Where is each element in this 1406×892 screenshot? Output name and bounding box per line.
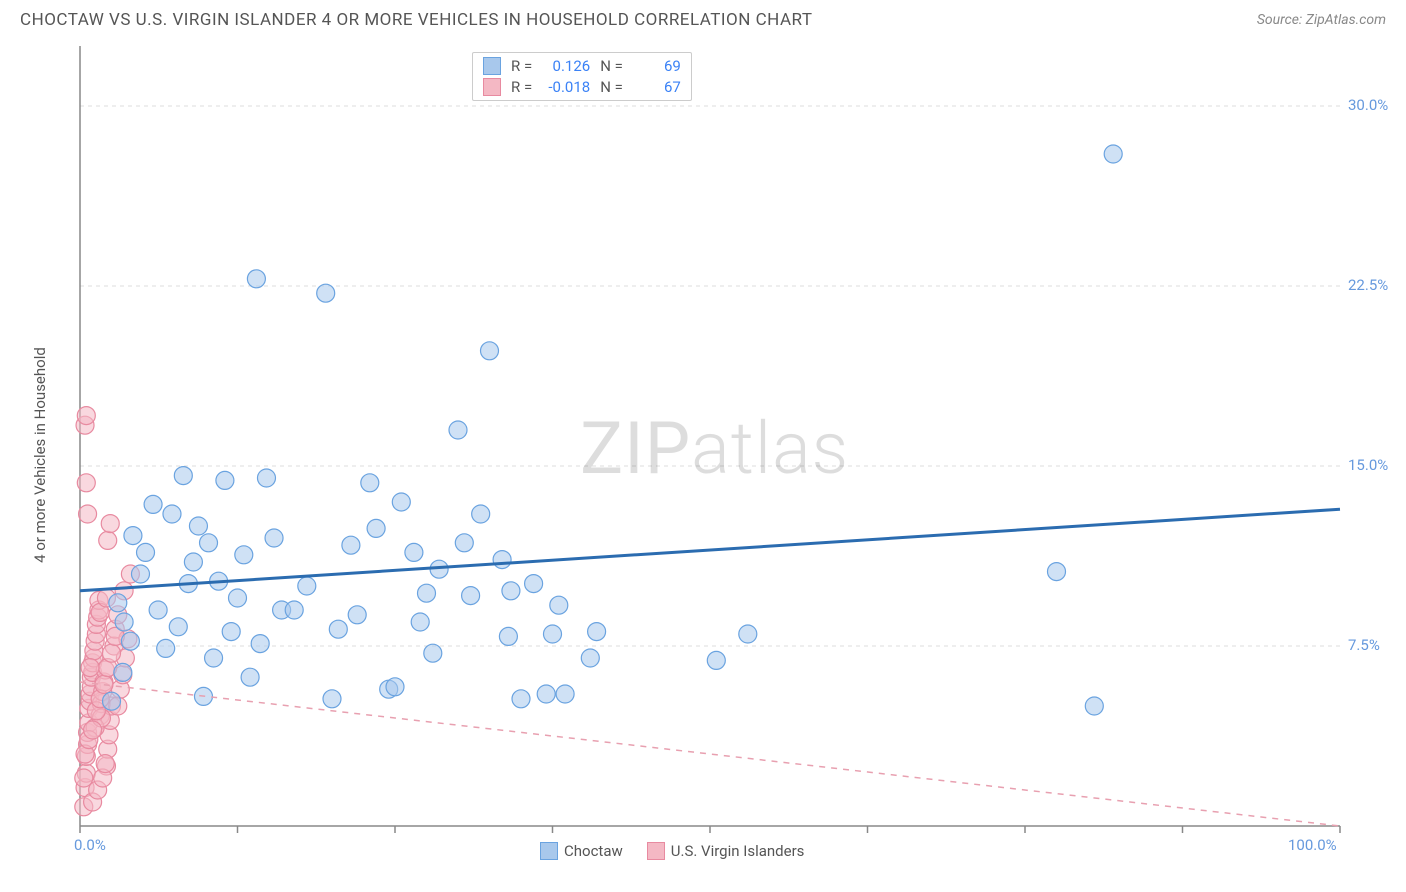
r-value-b: -0.018 bbox=[542, 78, 590, 96]
chart-area: 4 or more Vehicles in Household ZIPatlas… bbox=[20, 36, 1386, 866]
x-tick-label: 100.0% bbox=[1288, 836, 1337, 854]
swatch-usvi-icon bbox=[647, 842, 665, 860]
legend-item-choctaw: Choctaw bbox=[540, 842, 623, 860]
swatch-choctaw-icon bbox=[540, 842, 558, 860]
x-tick-label: 0.0% bbox=[74, 836, 106, 854]
chart-title: CHOCTAW VS U.S. VIRGIN ISLANDER 4 OR MOR… bbox=[20, 10, 812, 30]
n-label-b: N = bbox=[600, 78, 623, 96]
y-tick-label: 22.5% bbox=[1348, 276, 1388, 294]
swatch-usvi bbox=[483, 78, 501, 96]
r-value-a: 0.126 bbox=[542, 57, 590, 75]
y-tick-label: 7.5% bbox=[1348, 636, 1380, 654]
chart-header: CHOCTAW VS U.S. VIRGIN ISLANDER 4 OR MOR… bbox=[0, 0, 1406, 36]
chart-source: Source: ZipAtlas.com bbox=[1257, 12, 1386, 28]
legend-label-choctaw: Choctaw bbox=[564, 842, 623, 860]
n-value-b: 67 bbox=[633, 78, 681, 96]
y-axis-label: 4 or more Vehicles in Household bbox=[31, 325, 49, 585]
y-tick-label: 30.0% bbox=[1348, 96, 1388, 114]
scatter-chart bbox=[20, 36, 1386, 866]
y-tick-label: 15.0% bbox=[1348, 456, 1388, 474]
swatch-choctaw bbox=[483, 57, 501, 75]
r-label-b: R = bbox=[511, 78, 532, 96]
legend-label-usvi: U.S. Virgin Islanders bbox=[671, 842, 805, 860]
legend-row-b: R = -0.018 N = 67 bbox=[483, 78, 681, 96]
r-label-a: R = bbox=[511, 57, 532, 75]
correlation-legend: R = 0.126 N = 69 R = -0.018 N = 67 bbox=[472, 52, 692, 101]
series-legend: Choctaw U.S. Virgin Islanders bbox=[540, 842, 804, 860]
legend-item-usvi: U.S. Virgin Islanders bbox=[647, 842, 805, 860]
n-label-a: N = bbox=[600, 57, 623, 75]
n-value-a: 69 bbox=[633, 57, 681, 75]
legend-row-a: R = 0.126 N = 69 bbox=[483, 57, 681, 75]
